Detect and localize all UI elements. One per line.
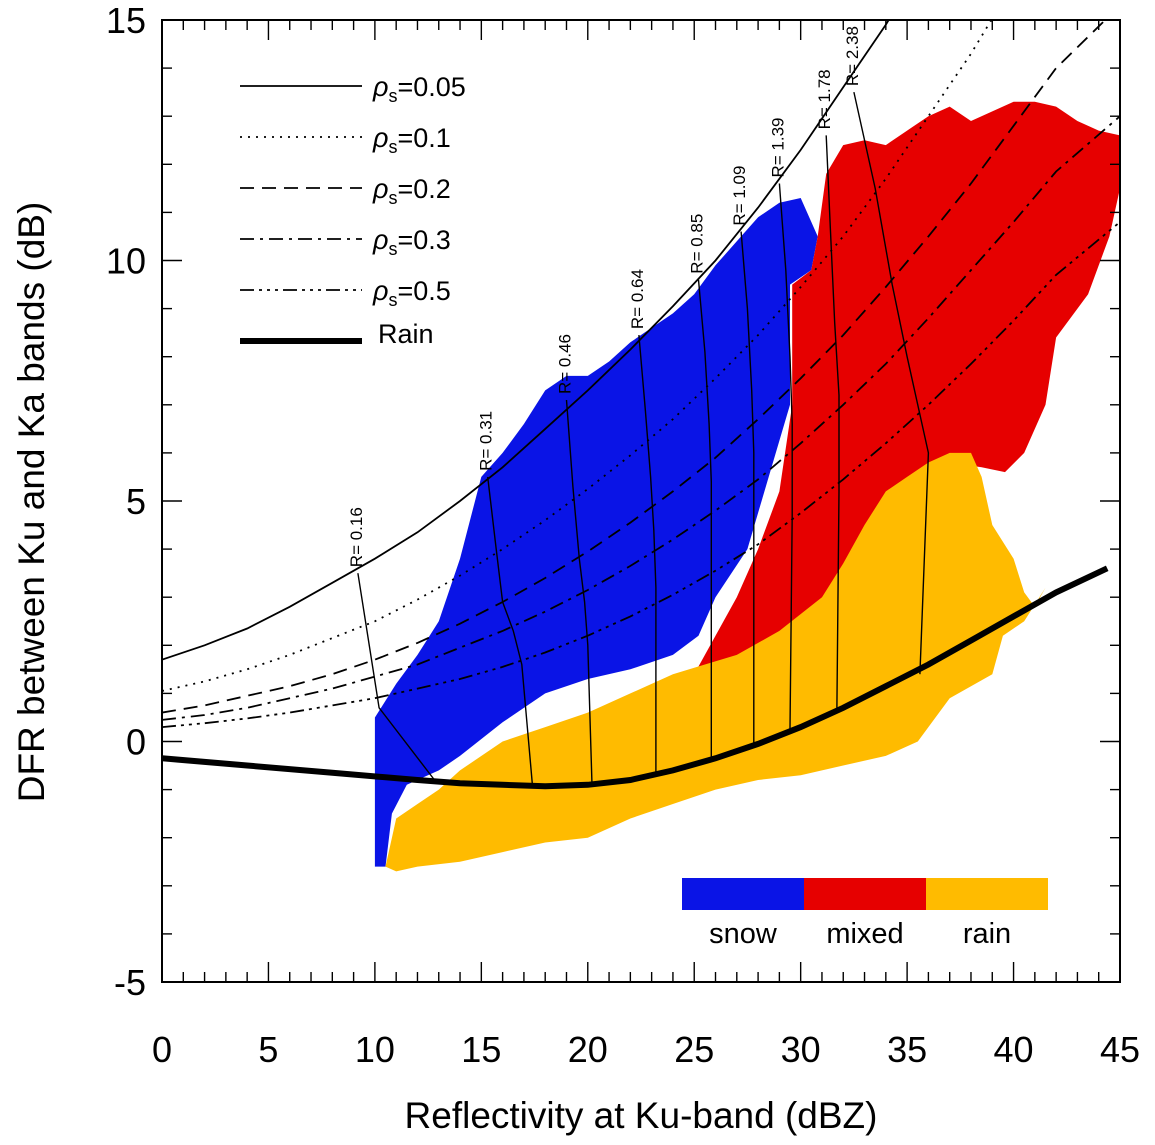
y-axis-label: DFR between Ku and Ka bands (dB) [11,202,52,803]
x-tick-label: 10 [355,1029,395,1070]
y-tick-label: 5 [126,481,146,522]
colorbar-swatch-snow [682,878,804,910]
x-tick-label: 25 [674,1029,714,1070]
legend-label-4: ρs=0.3 [372,225,451,259]
density-curve-3 [162,20,1107,714]
rate-line-2 [487,476,534,785]
rate-line-1 [357,573,436,781]
x-tick-label: 20 [568,1029,608,1070]
rate-line-6 [740,231,755,747]
legend: ρs=0.05 ρs=0.1 ρs=0.2 ρs=0.3 ρs=0.5 Rain [240,72,466,349]
rate-label-3: R= 0.46 [556,334,575,394]
y-tick-label: 15 [106,0,146,41]
x-tick-label: 0 [152,1029,172,1070]
rate-label-1: R= 0.16 [347,507,366,567]
colorbar-swatch-mixed [804,878,926,910]
region-rain [385,452,1046,872]
rate-line-4 [638,335,657,776]
rate-label-5: R= 0.85 [688,214,707,274]
legend-label-1: ρs=0.05 [372,72,466,106]
x-tick-label: 15 [461,1029,501,1070]
rate-label-6: R= 1.09 [730,166,749,226]
precip-type-regions [374,101,1120,872]
density-curve-1 [162,20,890,661]
colorbar-label-rain: rain [963,918,1011,950]
rate-label-4: R= 0.64 [628,269,647,329]
x-tick-label: 35 [887,1029,927,1070]
rate-line-3 [565,399,593,785]
rate-line-8 [825,135,840,708]
density-curve-5 [162,221,1120,728]
rate-label-8: R= 1.78 [815,69,834,129]
rate-line-5 [697,279,712,761]
rate-line-9 [853,91,930,675]
rate-label-9: R= 2.38 [843,26,862,86]
region-snow [374,198,818,867]
density-curve-4 [162,115,1120,721]
density-curves [162,20,1120,790]
colorbar-label-mixed: mixed [826,918,903,950]
rate-label-7: R= 1.39 [768,117,787,177]
x-axis-label: Reflectivity at Ku-band (dBZ) [405,1095,878,1136]
x-tick-label: 30 [781,1029,821,1070]
y-tick-label: -5 [114,962,146,1003]
rain-curve [162,565,1109,790]
colorbar-swatch-rain [926,878,1048,910]
y-tick-label: 0 [126,722,146,763]
rain-rate-labels: R= 0.16 R= 0.31 R= 0.46 R= 0.64 R= 0.85 R= 1.… [347,26,862,567]
legend-label-3: ρs=0.2 [372,174,451,208]
colorbar-label-snow: snow [709,918,778,950]
x-tick-label: 5 [258,1029,278,1070]
rate-line-7 [778,183,793,730]
y-tick-label: 10 [106,241,146,282]
legend-label-5: ρs=0.5 [372,276,451,310]
colorbar: snow mixed rain [682,878,1048,950]
legend-label-2: ρs=0.1 [372,123,451,157]
x-tick-label: 45 [1100,1029,1140,1070]
legend-label-6: Rain [378,319,434,349]
rain-rate-lines [357,91,930,785]
rate-label-2: R= 0.31 [477,411,496,471]
x-tick-label: 40 [994,1029,1034,1070]
